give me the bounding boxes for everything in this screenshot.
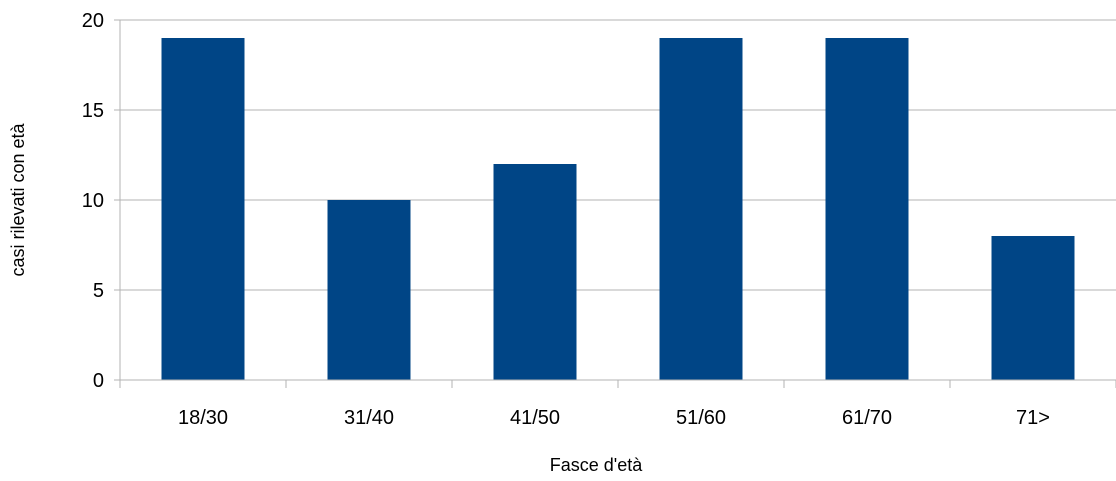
x-tick-labels: 18/30 31/40 41/50 51/60 61/70 71> <box>178 407 1050 429</box>
y-axis-title: casi rilevati con età <box>8 122 28 276</box>
bar-61-70 <box>825 38 909 380</box>
y-tick-label: 0 <box>93 370 104 392</box>
y-tick-labels: 0 5 10 15 20 <box>82 10 104 392</box>
y-tick-label: 10 <box>82 190 104 212</box>
y-tick-label: 15 <box>82 100 104 122</box>
bar-51-60 <box>659 38 743 380</box>
bars <box>161 38 1075 380</box>
x-tick-label: 51/60 <box>676 407 726 429</box>
x-tick-label: 31/40 <box>344 407 394 429</box>
bar-71- <box>991 236 1075 380</box>
bar-31-40 <box>327 200 411 380</box>
x-tick-label: 41/50 <box>510 407 560 429</box>
y-tick-label: 5 <box>93 280 104 302</box>
x-axis-title: Fasce d'età <box>550 455 643 475</box>
x-tick-label: 61/70 <box>842 407 892 429</box>
bar-41-50 <box>493 164 577 380</box>
bar-18-30 <box>161 38 245 380</box>
gridlines <box>114 19 1116 291</box>
y-tick-label: 20 <box>82 10 104 32</box>
x-tick-label: 18/30 <box>178 407 228 429</box>
x-tick-label: 71> <box>1016 407 1050 429</box>
axes <box>114 20 1116 388</box>
